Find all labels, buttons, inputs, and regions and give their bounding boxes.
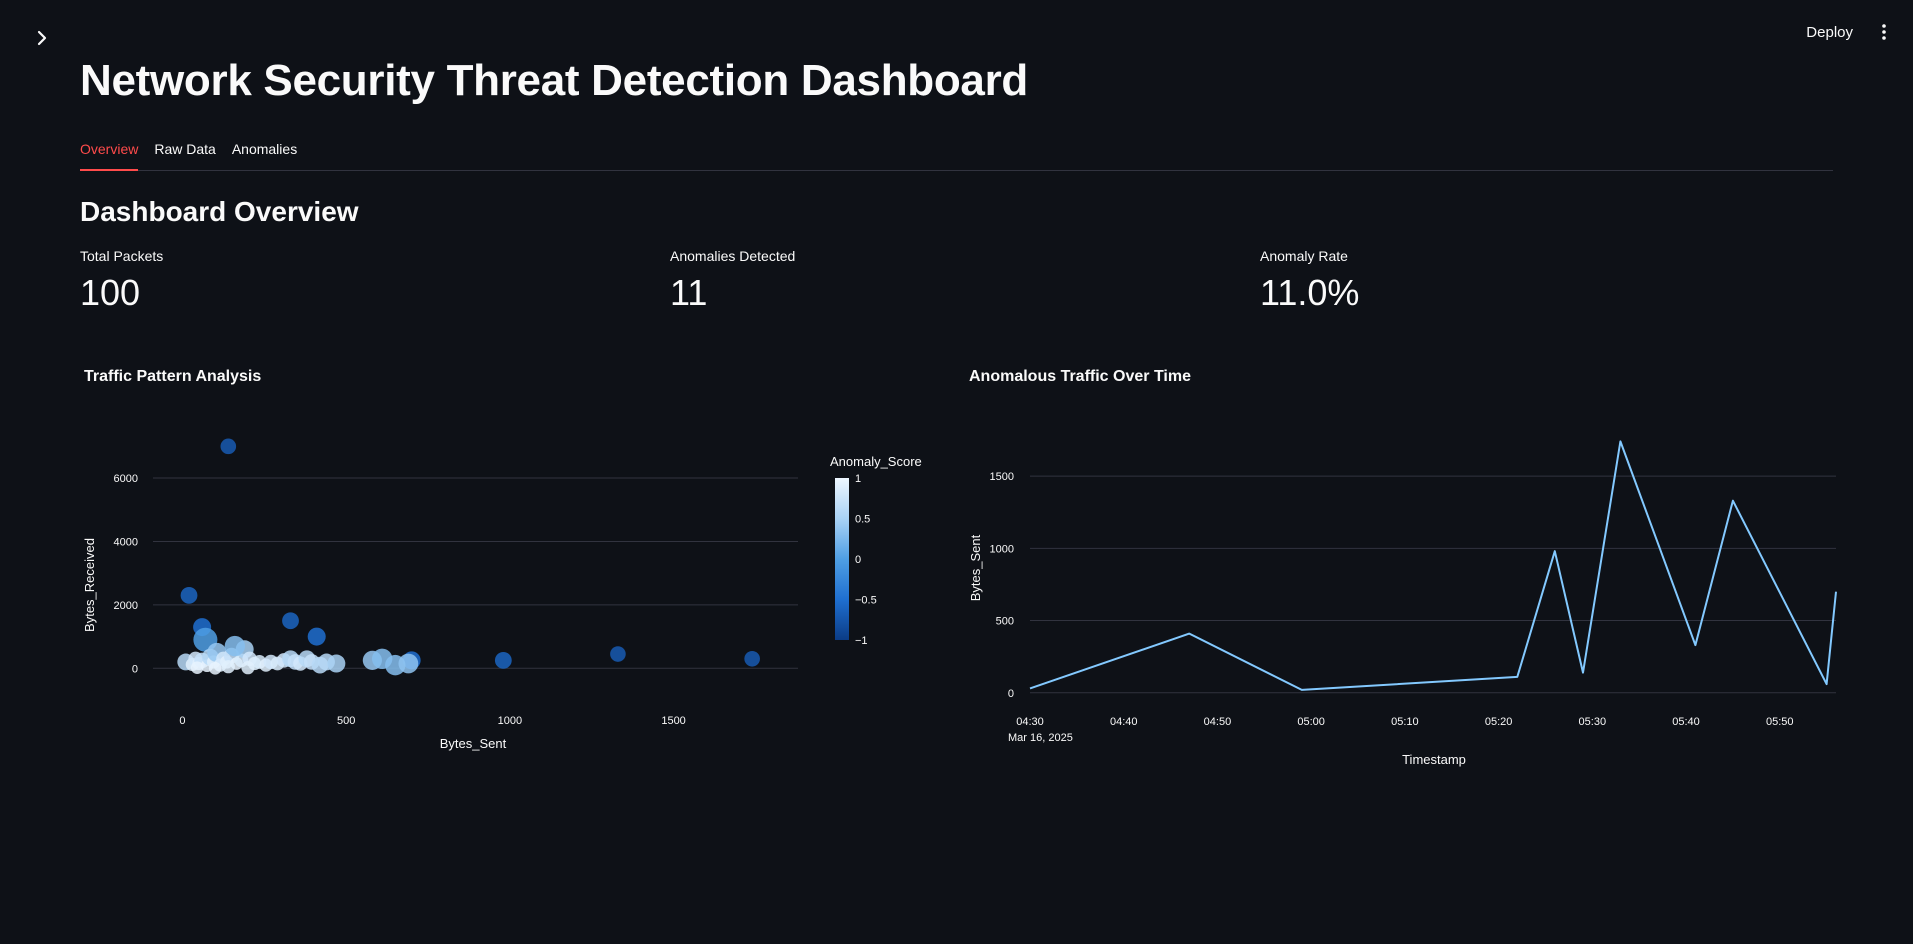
scatter-point bbox=[327, 654, 346, 673]
y-tick-label: 1500 bbox=[990, 471, 1014, 483]
y-tick-label: 2000 bbox=[114, 600, 138, 612]
x-tick-label: 05:50 bbox=[1766, 716, 1794, 728]
x-tick-label: 05:30 bbox=[1579, 716, 1607, 728]
tab-bar: Overview Raw Data Anomalies bbox=[80, 140, 1833, 171]
scatter-point bbox=[744, 650, 760, 667]
deploy-button[interactable]: Deploy bbox=[1806, 23, 1853, 41]
series-line bbox=[1029, 440, 1837, 691]
scatter-point bbox=[221, 660, 235, 674]
y-tick-label: 500 bbox=[996, 616, 1014, 628]
x-tick-sublabel: Mar 16, 2025 bbox=[1008, 732, 1073, 744]
tab-raw-data[interactable]: Raw Data bbox=[154, 141, 216, 157]
colorbar-tick-label: 1 bbox=[855, 473, 861, 485]
x-tick-label: 04:30 bbox=[1016, 716, 1044, 728]
colorbar-tick-label: 0 bbox=[855, 554, 861, 566]
tab-overview[interactable]: Overview bbox=[80, 140, 139, 171]
scatter-point bbox=[208, 661, 222, 675]
metric-value: 100 bbox=[80, 272, 141, 313]
colorbar-tick-label: −0.5 bbox=[855, 595, 877, 607]
x-tick-label: 500 bbox=[337, 715, 355, 727]
x-tick-label: 05:00 bbox=[1297, 716, 1325, 728]
x-tick-label: 1500 bbox=[661, 715, 685, 727]
x-tick-label: 05:10 bbox=[1391, 716, 1419, 728]
x-tick-label: 1000 bbox=[498, 715, 522, 727]
metric-label: Anomaly Rate bbox=[1260, 248, 1348, 264]
scatter-point bbox=[307, 627, 326, 646]
x-tick-label: 04:50 bbox=[1204, 716, 1232, 728]
y-tick-label: 1000 bbox=[990, 543, 1014, 555]
x-tick-label: 05:20 bbox=[1485, 716, 1513, 728]
anomalous-traffic-line-chart[interactable]: 0 500 1000 1500 04:30 04:40 04:50 05:00 05:10 05:… bbox=[960, 410, 1840, 780]
y-axis-label: Bytes_Received bbox=[82, 538, 97, 632]
scatter-point bbox=[494, 651, 512, 669]
scatter-point bbox=[398, 653, 419, 674]
colorbar bbox=[835, 478, 849, 640]
chevron-right-icon[interactable] bbox=[32, 28, 52, 48]
scatter-point bbox=[282, 612, 299, 630]
x-tick-label: 0 bbox=[179, 715, 185, 727]
scatter-point bbox=[190, 661, 204, 674]
kebab-menu-icon[interactable] bbox=[1875, 22, 1893, 42]
metric-anomaly-rate: Anomaly Rate 11.0% bbox=[1260, 248, 1359, 314]
metric-anomalies-detected: Anomalies Detected 11 bbox=[670, 248, 795, 314]
colorbar-tick-label: −1 bbox=[855, 635, 868, 647]
scatter-chart-title: Traffic Pattern Analysis bbox=[84, 368, 262, 385]
y-tick-label: 6000 bbox=[114, 473, 138, 485]
scatter-point bbox=[180, 586, 198, 604]
traffic-scatter-chart[interactable]: 0 2000 4000 6000 0 500 1000 1500 Bytes_Sent Byt… bbox=[70, 410, 950, 770]
page-title: Network Security Threat Detection Dashbo… bbox=[80, 56, 1028, 105]
metric-value: 11 bbox=[670, 272, 708, 313]
scatter-point bbox=[610, 646, 626, 662]
tab-anomalies[interactable]: Anomalies bbox=[231, 141, 298, 157]
section-title: Dashboard Overview bbox=[80, 196, 359, 227]
y-tick-label: 0 bbox=[1008, 688, 1014, 700]
line-chart-title: Anomalous Traffic Over Time bbox=[969, 368, 1191, 385]
metric-label: Total Packets bbox=[80, 248, 164, 264]
x-tick-label: 04:40 bbox=[1110, 716, 1138, 728]
metric-label: Anomalies Detected bbox=[670, 248, 796, 264]
scatter-point bbox=[224, 635, 246, 657]
metric-total-packets: Total Packets 100 bbox=[80, 248, 163, 314]
colorbar-tick-label: 0.5 bbox=[855, 514, 870, 526]
y-tick-label: 4000 bbox=[114, 536, 138, 548]
colorbar-title: Anomaly_Score bbox=[830, 454, 922, 469]
y-axis-label: Bytes_Sent bbox=[968, 534, 983, 601]
y-tick-label: 0 bbox=[132, 663, 138, 675]
scatter-point bbox=[241, 661, 255, 675]
scatter-point bbox=[220, 438, 237, 455]
x-axis-label: Timestamp bbox=[1402, 752, 1466, 767]
x-axis-label: Bytes_Sent bbox=[440, 736, 507, 751]
x-tick-label: 05:40 bbox=[1672, 716, 1700, 728]
metric-value: 11.0% bbox=[1260, 272, 1360, 313]
top-toolbar: Deploy bbox=[1806, 22, 1913, 42]
